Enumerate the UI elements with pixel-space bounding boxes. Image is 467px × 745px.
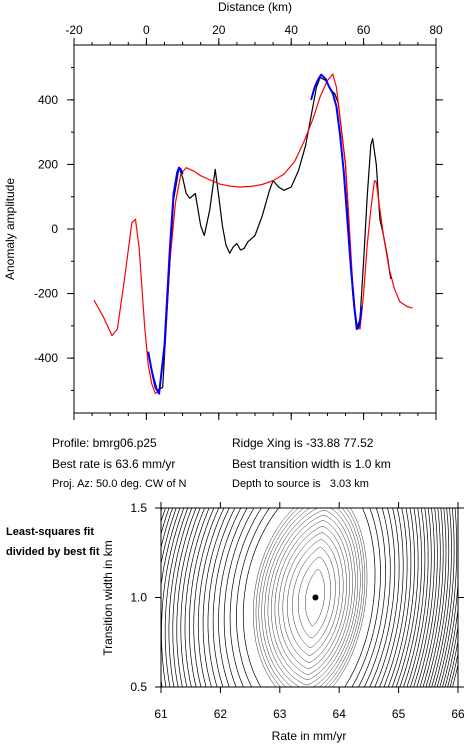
contour-line bbox=[444, 626, 458, 687]
profile-x-label: Distance (km) bbox=[218, 0, 292, 14]
profile-series-2 bbox=[147, 166, 184, 395]
rate-tick-label: 61 bbox=[154, 707, 168, 721]
contour-line bbox=[261, 508, 361, 687]
contour-line bbox=[278, 525, 347, 669]
misfit-plot-axes: 61 62 63 64 65 66 0.5 1.0 1.5 Rate in mm/yr Tran… bbox=[101, 501, 465, 743]
contour-line bbox=[274, 520, 350, 675]
contour-line bbox=[298, 556, 331, 639]
misfit-description: Least-squares fit divided by best fit bbox=[6, 526, 100, 558]
contour-line bbox=[161, 508, 444, 687]
contour-line bbox=[236, 508, 381, 687]
contour-line bbox=[161, 508, 458, 687]
x-tick-label: 80 bbox=[429, 23, 443, 37]
contour-line bbox=[242, 508, 376, 687]
y-tick-label: -200 bbox=[34, 287, 58, 301]
contour-line bbox=[264, 508, 358, 687]
contour-line bbox=[267, 510, 356, 686]
contour-line bbox=[202, 508, 408, 687]
contour-line bbox=[193, 508, 415, 687]
contour-line bbox=[253, 508, 368, 687]
y-tick-label: 200 bbox=[38, 157, 58, 171]
contour-line bbox=[184, 508, 422, 687]
contour-line bbox=[207, 508, 404, 687]
width-tick-label: 0.5 bbox=[130, 680, 147, 694]
contour-line bbox=[188, 508, 419, 687]
ridge-crossing: Ridge Xing is -33.88 77.52 bbox=[232, 436, 374, 450]
rate-tick-label: 62 bbox=[214, 707, 228, 721]
profile-name: Profile: bmrg06.p25 bbox=[52, 436, 157, 450]
contour-line bbox=[161, 508, 441, 687]
contour-line bbox=[180, 508, 426, 687]
profile-series-0 bbox=[147, 76, 392, 391]
width-tick-label: 1.0 bbox=[130, 591, 147, 605]
misfit-x-label: Rate in mm/yr bbox=[272, 729, 347, 743]
contour-line bbox=[161, 508, 450, 687]
width-tick-label: 1.5 bbox=[130, 501, 147, 515]
contour-line bbox=[292, 546, 336, 648]
x-tick-label: 40 bbox=[285, 23, 299, 37]
contour-line bbox=[176, 508, 429, 687]
contour-line bbox=[161, 508, 447, 687]
x-tick-label: 20 bbox=[212, 23, 226, 37]
y-tick-label: -400 bbox=[34, 351, 58, 365]
contour-line bbox=[223, 508, 391, 687]
rate-tick-label: 63 bbox=[273, 707, 287, 721]
best-transition-width: Best transition width is 1.0 km bbox=[232, 457, 391, 471]
contour-line bbox=[168, 508, 435, 687]
contour-line bbox=[305, 568, 325, 627]
contour-line bbox=[161, 508, 455, 687]
contour-line bbox=[258, 508, 363, 687]
depth-to-source: Depth to source is 3.03 km bbox=[232, 478, 369, 490]
contour-line bbox=[164, 508, 438, 687]
profile-y-label: Anomaly amplitude bbox=[3, 178, 17, 280]
contour-line bbox=[282, 532, 344, 663]
profile-series-3 bbox=[310, 73, 363, 331]
profile-series-1 bbox=[93, 73, 413, 395]
contour-line bbox=[197, 508, 412, 687]
contour-line bbox=[218, 508, 396, 687]
best-rate: Best rate is 63.6 mm/yr bbox=[52, 457, 176, 471]
contour-line bbox=[271, 514, 353, 681]
x-tick-label: -20 bbox=[65, 23, 83, 37]
contour-line bbox=[442, 609, 458, 687]
x-tick-label: 60 bbox=[357, 23, 371, 37]
contour-line bbox=[447, 641, 458, 687]
contour-line bbox=[212, 508, 400, 687]
contour-line bbox=[255, 508, 366, 687]
x-tick-label: 0 bbox=[143, 23, 150, 37]
misfit-y-label: Transition width in km bbox=[101, 540, 115, 656]
projection-azimuth: Proj. Az: 50.0 deg. CW of N bbox=[52, 478, 187, 490]
rate-tick-label: 65 bbox=[392, 707, 406, 721]
rate-tick-label: 66 bbox=[451, 707, 465, 721]
contour-line bbox=[172, 508, 432, 687]
y-tick-label: 0 bbox=[51, 222, 58, 236]
y-tick-label: 400 bbox=[38, 93, 58, 107]
contour-line bbox=[287, 539, 340, 657]
best-fit-marker bbox=[312, 594, 319, 601]
contour-line bbox=[161, 508, 452, 687]
contour-line bbox=[229, 508, 386, 687]
rate-tick-label: 64 bbox=[333, 707, 347, 721]
